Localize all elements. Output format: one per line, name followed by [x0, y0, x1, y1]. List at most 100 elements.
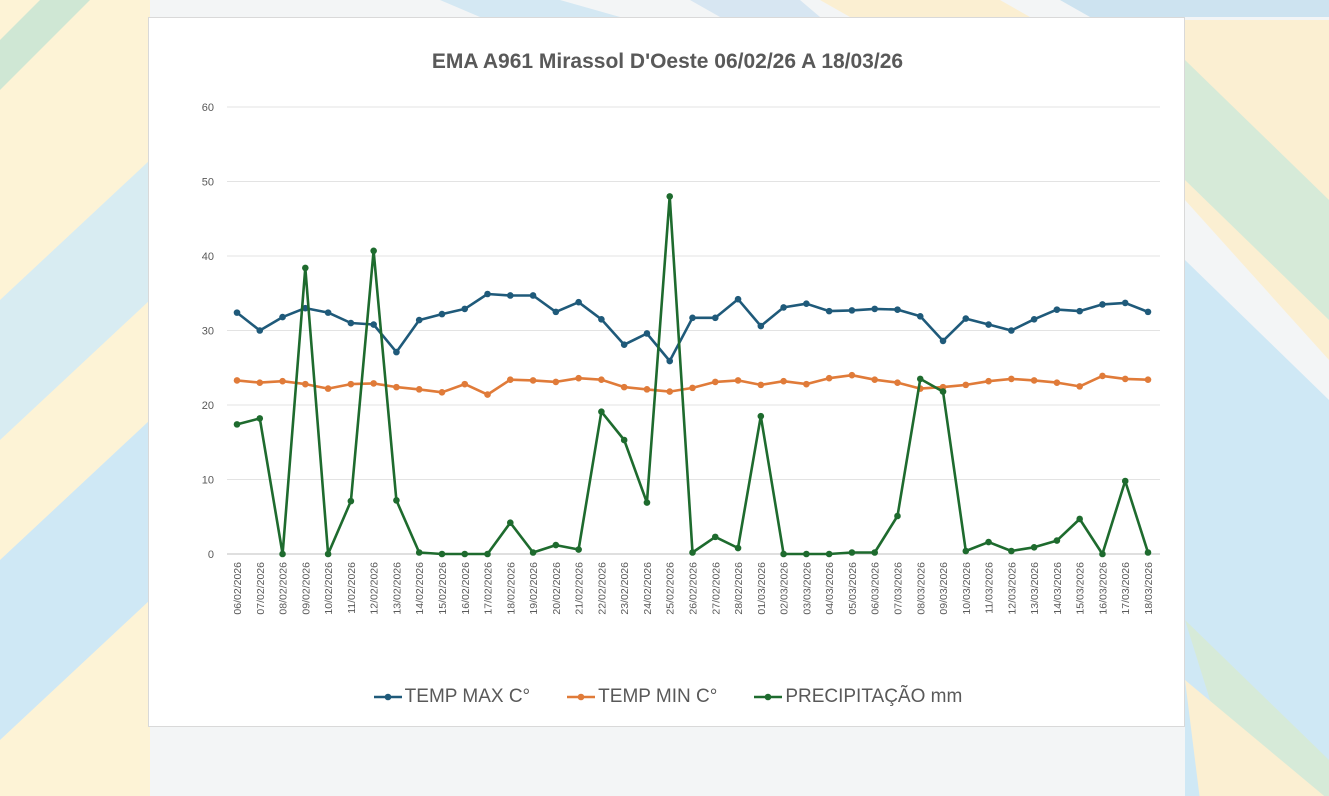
data-point [347, 319, 355, 327]
y-tick-label: 0 [208, 549, 214, 561]
data-point [620, 383, 628, 391]
data-point [916, 375, 924, 383]
data-point [415, 316, 423, 324]
x-tick-label: 23/02/2026 [619, 562, 631, 615]
data-point [256, 379, 264, 386]
data-point [1121, 477, 1129, 485]
data-point [507, 376, 514, 383]
data-point [803, 550, 810, 558]
data-point [1144, 376, 1152, 383]
data-point [575, 374, 582, 382]
data-point [643, 386, 651, 393]
x-tick-label: 01/03/2026 [756, 562, 768, 615]
data-point [1121, 375, 1129, 383]
data-point [1076, 383, 1083, 390]
data-point [985, 377, 992, 385]
series-layer [233, 193, 1152, 558]
x-tick-label: 09/02/2026 [300, 562, 312, 615]
legend-label: TEMP MAX C° [404, 686, 531, 707]
x-tick-label: 14/03/2026 [1052, 562, 1064, 615]
data-point [484, 290, 491, 298]
x-tick-label: 04/03/2026 [824, 562, 836, 615]
data-point [484, 391, 491, 398]
data-point [848, 307, 856, 314]
x-tick-label: 07/02/2026 [255, 562, 267, 615]
data-point [279, 377, 286, 385]
data-point [415, 549, 423, 556]
data-point [962, 315, 970, 322]
data-point [438, 389, 446, 396]
y-tick-label: 60 [202, 102, 214, 114]
data-point [711, 314, 719, 322]
x-tick-label: 17/03/2026 [1120, 562, 1132, 615]
x-tick-label: 16/03/2026 [1097, 562, 1109, 615]
data-point [370, 247, 377, 255]
data-point [370, 321, 377, 328]
series-2 [233, 193, 1152, 558]
data-point [985, 538, 992, 546]
line-chart: 0 10 20 30 40 50 60 06/02/2026 07/02/2026 08/02/… [202, 102, 1160, 615]
legend-item: PRECIPITAÇÃO mm [753, 686, 962, 708]
y-tick-label: 40 [202, 251, 214, 263]
data-point [780, 304, 787, 311]
data-point [871, 376, 878, 383]
data-point [734, 295, 742, 303]
data-point [233, 421, 241, 428]
x-tick-label: 12/03/2026 [1006, 562, 1018, 615]
x-tick-label: 15/03/2026 [1075, 562, 1087, 615]
x-tick-label: 03/03/2026 [801, 562, 813, 615]
x-tick-label: 06/02/2026 [232, 562, 244, 615]
gridlines [227, 106, 1160, 555]
chart-card: 0 10 20 30 40 50 60 06/02/2026 07/02/2026 08/02/… [148, 17, 1185, 727]
data-point [1053, 537, 1061, 544]
data-point [803, 300, 810, 307]
data-point [302, 380, 309, 388]
data-point [962, 547, 970, 555]
data-point [689, 314, 696, 322]
chart-title: EMA A961 Mirassol D'Oeste 06/02/26 A 18/… [431, 50, 904, 73]
data-point [711, 378, 719, 386]
data-point [552, 541, 560, 549]
x-tick-label: 25/02/2026 [665, 562, 677, 615]
x-tick-label: 13/02/2026 [391, 562, 403, 615]
data-point [1053, 379, 1061, 386]
data-point [438, 310, 446, 318]
data-point [1008, 375, 1015, 383]
data-point [370, 380, 377, 387]
data-point [1053, 306, 1061, 313]
data-point [461, 550, 469, 558]
data-point [438, 550, 446, 558]
data-point [233, 377, 241, 384]
x-tick-label: 11/03/2026 [984, 562, 996, 614]
data-point [552, 308, 560, 316]
data-point [598, 316, 605, 323]
x-tick-label: 20/02/2026 [551, 562, 563, 615]
x-tick-label: 19/02/2026 [528, 562, 540, 615]
data-point [1099, 301, 1106, 308]
data-point [1144, 549, 1152, 556]
x-tick-label: 28/02/2026 [733, 562, 745, 615]
data-point [529, 292, 537, 299]
data-point [894, 306, 901, 313]
x-tick-label: 11/02/2026 [346, 562, 358, 614]
data-point [324, 309, 332, 316]
data-point [552, 378, 560, 386]
x-axis-ticks: 06/02/2026 07/02/2026 08/02/2026 09/02/2026… [232, 562, 1155, 615]
data-point [347, 380, 355, 388]
legend-swatch [567, 693, 596, 701]
data-point [734, 377, 742, 384]
x-tick-label: 10/02/2026 [323, 562, 335, 615]
data-point [711, 533, 719, 541]
data-point [916, 313, 924, 320]
x-tick-label: 24/02/2026 [642, 562, 654, 615]
data-point [825, 307, 833, 315]
data-point [507, 292, 514, 299]
data-point [757, 322, 765, 330]
data-point [302, 264, 309, 272]
chart-legend: TEMP MAX C° TEMP MIN C° PRECIPITAÇÃO mm [149, 686, 1186, 708]
data-point [256, 327, 264, 334]
data-point [1030, 543, 1038, 551]
data-point [393, 348, 400, 356]
x-tick-label: 26/02/2026 [688, 562, 700, 615]
data-point [347, 497, 355, 505]
